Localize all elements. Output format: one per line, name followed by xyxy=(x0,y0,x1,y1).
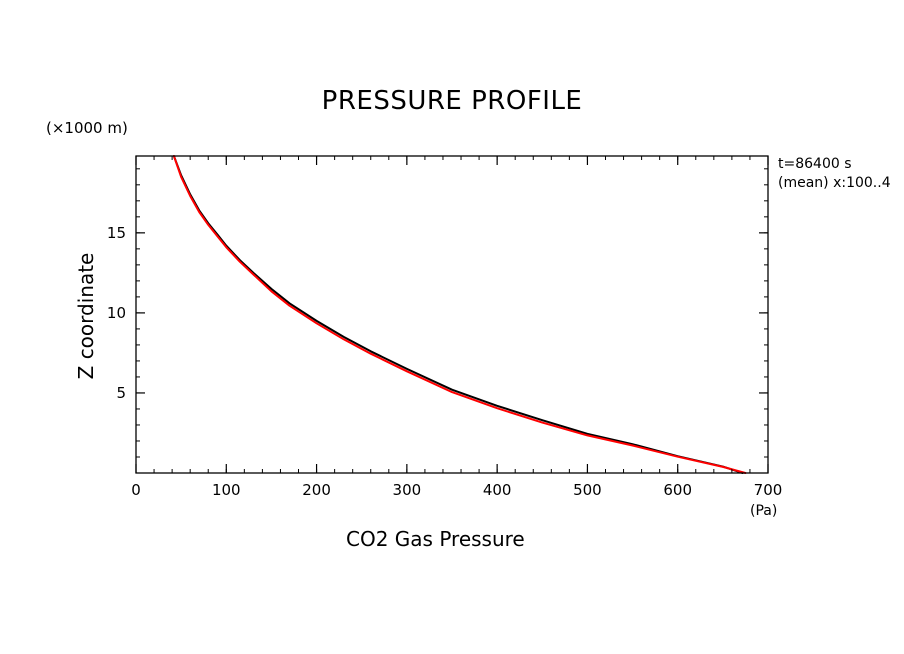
y-axis-unit: (×1000 m) xyxy=(46,119,128,137)
axes-layer: 0 100 200 300 400 500 600 700 5 10 15 xyxy=(107,155,783,499)
chart-title: PRESSURE PROFILE xyxy=(321,86,583,116)
x-tick-label: 0 xyxy=(131,481,141,499)
series-line-1 xyxy=(172,155,744,474)
x-tick-label: 200 xyxy=(302,481,331,499)
x-tick-label: 500 xyxy=(573,481,602,499)
x-tick-label: 300 xyxy=(393,481,422,499)
y-tick-label: 15 xyxy=(107,224,126,242)
mean-range-annotation: (mean) x:100..4 xyxy=(778,175,891,191)
x-tick-label: 400 xyxy=(483,481,512,499)
x-axis-unit: (Pa) xyxy=(750,503,778,519)
series-layer xyxy=(172,155,747,474)
x-tick-label: 700 xyxy=(754,481,783,499)
x-axis-label: CO2 Gas Pressure xyxy=(346,527,525,551)
x-tick-label: 600 xyxy=(663,481,692,499)
plot-frame xyxy=(135,155,769,474)
y-tick-label: 10 xyxy=(107,304,126,322)
series-line-2 xyxy=(172,155,747,474)
y-tick-label: 5 xyxy=(116,384,126,402)
time-annotation: t=86400 s xyxy=(778,156,852,172)
x-tick-label: 100 xyxy=(212,481,241,499)
